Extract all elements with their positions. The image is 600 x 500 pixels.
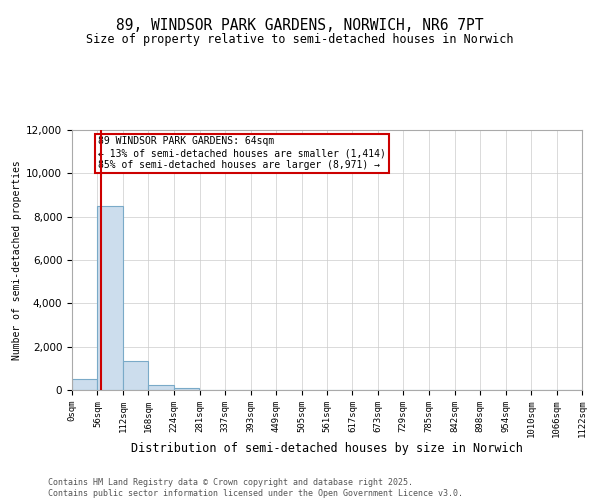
Bar xyxy=(148,384,174,390)
Y-axis label: Number of semi-detached properties: Number of semi-detached properties xyxy=(12,160,22,360)
Bar xyxy=(174,388,199,390)
Bar xyxy=(123,361,148,390)
Text: 89 WINDSOR PARK GARDENS: 64sqm
← 13% of semi-detached houses are smaller (1,414): 89 WINDSOR PARK GARDENS: 64sqm ← 13% of … xyxy=(98,136,386,170)
Text: 89, WINDSOR PARK GARDENS, NORWICH, NR6 7PT: 89, WINDSOR PARK GARDENS, NORWICH, NR6 7… xyxy=(116,18,484,32)
Text: Contains HM Land Registry data © Crown copyright and database right 2025.
Contai: Contains HM Land Registry data © Crown c… xyxy=(48,478,463,498)
Bar xyxy=(72,378,97,390)
Text: Size of property relative to semi-detached houses in Norwich: Size of property relative to semi-detach… xyxy=(86,32,514,46)
X-axis label: Distribution of semi-detached houses by size in Norwich: Distribution of semi-detached houses by … xyxy=(131,442,523,454)
Bar xyxy=(97,206,123,390)
